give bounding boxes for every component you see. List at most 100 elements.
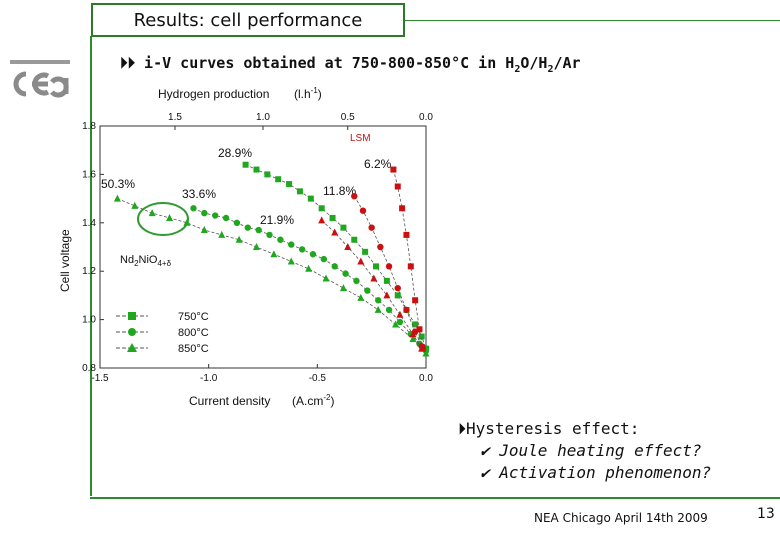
- data-point: [218, 230, 226, 238]
- data-point: [298, 246, 306, 253]
- data-point: [339, 284, 347, 292]
- data-point: [353, 277, 360, 285]
- top-axis-label: Hydrogen production: [158, 87, 269, 101]
- bullet-text: i-V curves obtained at 750-800-850°C in …: [144, 54, 515, 72]
- slide-title: Results: cell performance: [91, 3, 405, 37]
- annotation-28-9: 28.9%: [218, 146, 252, 160]
- annotation-50-3: 50.3%: [101, 177, 135, 191]
- top-axis-unit: (l.h-1): [294, 86, 322, 101]
- data-point: [287, 257, 295, 265]
- material-label: Nd2NiO4+δ: [120, 254, 172, 268]
- legend-box: [110, 304, 210, 356]
- frame-line-left: [90, 36, 92, 496]
- data-point: [286, 181, 293, 188]
- series-line: [393, 169, 424, 349]
- data-point: [394, 292, 401, 299]
- data-point: [373, 263, 380, 270]
- data-point: [394, 183, 401, 190]
- data-point: [233, 219, 241, 226]
- cea-logo: [10, 60, 70, 98]
- data-point: [409, 330, 417, 338]
- data-point: [211, 212, 219, 219]
- data-point: [351, 236, 358, 243]
- data-point: [418, 333, 425, 340]
- hysteresis-block: ⏵Hysteresis effect: ✔ Joule heating effe…: [458, 418, 711, 484]
- data-point: [148, 209, 156, 217]
- legend-750: 750°C: [178, 311, 209, 323]
- data-point: [329, 214, 336, 221]
- data-point: [275, 176, 282, 183]
- bullet-iv-curves: ⏵⏵ i-V curves obtained at 750-800-850°C …: [120, 54, 581, 75]
- hysteresis-title-row: ⏵Hysteresis effect:: [458, 418, 711, 440]
- data-point: [255, 226, 262, 234]
- data-point: [374, 305, 382, 313]
- footer-text: NEA Chicago April 14th 2009: [534, 511, 708, 525]
- data-point: [385, 263, 393, 270]
- data-point: [422, 349, 430, 357]
- data-point: [383, 277, 390, 284]
- data-point: [344, 243, 352, 250]
- top-tick-label: 0.0: [419, 112, 433, 123]
- data-point: [342, 270, 349, 277]
- data-point: [242, 161, 249, 168]
- data-point: [357, 293, 365, 301]
- data-point: [318, 205, 325, 212]
- annotation-33-6: 33.6%: [182, 187, 216, 201]
- y-tick-label: 1.0: [82, 315, 96, 326]
- data-point: [201, 209, 208, 217]
- check-icon: ✔: [480, 463, 500, 482]
- data-point: [113, 194, 121, 202]
- data-point: [362, 248, 369, 255]
- legend: 750°C 800°C 850°C: [110, 304, 210, 356]
- data-point: [331, 263, 338, 270]
- data-point: [374, 297, 382, 304]
- data-point: [368, 224, 375, 231]
- data-point: [244, 224, 251, 231]
- top-tick-label: 1.0: [256, 112, 270, 123]
- page-number: 13: [757, 506, 775, 522]
- data-point: [253, 166, 260, 173]
- data-point: [418, 344, 426, 352]
- bullet-sub-h2o: 2: [514, 64, 521, 75]
- data-point: [357, 257, 365, 265]
- legend-800: 800°C: [178, 327, 209, 339]
- x-tick-label: -0.5: [309, 373, 327, 384]
- y-tick-label: 1.6: [82, 169, 96, 180]
- hysteresis-item: ✔ Activation phenomenon?: [458, 462, 711, 484]
- data-point: [305, 264, 313, 272]
- legend-triangle-marker: [127, 343, 137, 352]
- x-axis-unit: (A.cm-2): [292, 393, 334, 408]
- data-point: [359, 207, 367, 214]
- data-point: [331, 228, 339, 236]
- data-point: [235, 235, 243, 243]
- data-point: [264, 171, 271, 178]
- data-point: [396, 318, 404, 326]
- data-point: [288, 241, 295, 248]
- data-point: [252, 243, 260, 250]
- x-tick-label: -1.5: [91, 373, 109, 384]
- y-axis-label: Cell voltage: [58, 229, 72, 292]
- series-line: [353, 195, 423, 347]
- top-tick-label: 1.5: [168, 112, 182, 123]
- data-point: [318, 216, 326, 224]
- data-point: [270, 250, 278, 258]
- data-point: [222, 214, 230, 222]
- data-point: [399, 205, 406, 212]
- series-line: [193, 207, 427, 352]
- data-point: [412, 297, 419, 304]
- data-point: [407, 263, 414, 270]
- annotation-11-8: 11.8%: [323, 184, 356, 198]
- y-tick-label: 1.2: [82, 266, 96, 277]
- data-point: [190, 205, 197, 212]
- hysteresis-title: Hysteresis effect:: [466, 419, 640, 438]
- check-icon: ✔: [480, 441, 500, 460]
- x-tick-label: 0.0: [419, 373, 433, 384]
- lsm-label: LSM: [350, 133, 371, 144]
- data-point: [307, 195, 314, 202]
- y-tick-label: 1.4: [82, 218, 96, 229]
- play-arrow-icon: ⏵: [458, 419, 467, 438]
- data-point: [320, 255, 328, 263]
- legend-circle-marker: [128, 328, 136, 336]
- data-point: [351, 192, 358, 200]
- hysteresis-ellipse: [137, 202, 189, 236]
